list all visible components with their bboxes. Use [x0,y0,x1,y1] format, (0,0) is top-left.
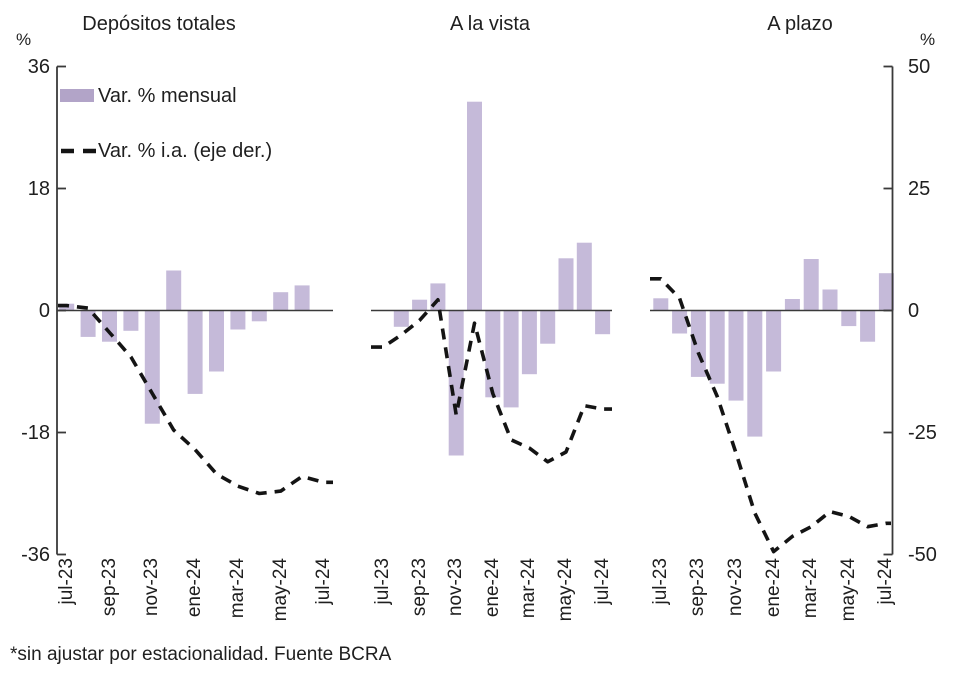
right-axis-tick-25: 25 [908,177,931,200]
bar-abr-24 [540,310,556,344]
bar-jun-24 [294,285,310,311]
bars-a-plazo [653,259,894,437]
bar-nov-23 [144,310,160,424]
bar-nov-23 [728,310,744,401]
bar-may-24 [841,310,857,327]
right-axis-tick-50: 50 [908,55,931,78]
bar-abr-24 [251,310,267,322]
x-tick-panel1-jul-24: jul-24 [312,558,334,605]
bar-ene-24 [766,310,782,372]
left-axis-tick--18: -18 [21,421,50,444]
x-tick-panel2-jul-24: jul-24 [591,558,613,605]
x-tick-panel3-nov-23: nov-23 [725,558,746,617]
bar-jul-24 [878,273,894,311]
bar-sep-23 [690,310,706,377]
bar-dic-23 [747,310,763,437]
bar-nov-23 [448,310,464,456]
left-axis-tick-36: 36 [27,55,50,78]
bars-depósitos-totales [59,270,310,424]
legend-dash-swatch [61,148,99,154]
bar-ene-24 [485,310,501,398]
right-axis-tick-0: 0 [908,299,920,322]
x-tick-panel3-jul-23: jul-23 [649,558,671,605]
bar-ago-23 [80,310,96,337]
bar-mar-24 [803,259,819,311]
x-tick-panel1-sep-23: sep-23 [98,558,120,617]
bar-ene-24 [187,310,203,394]
x-tick-panel3-may-24: may-24 [837,558,859,622]
bar-dic-23 [166,270,182,311]
x-tick-panel1-jul-23: jul-23 [55,558,77,605]
panel-title-a-la-vista: A la vista [449,13,531,35]
x-tick-panel2-jul-23: jul-23 [372,558,393,605]
right-axis-tick--25: -25 [908,421,937,444]
x-tick-panel3-mar-24: mar-24 [800,558,822,619]
bar-feb-24 [503,310,519,408]
bar-feb-24 [784,299,800,311]
bar-feb-24 [209,310,224,372]
x-tick-panel3-ene-24: ene-24 [762,558,784,618]
legend-bar-swatch [60,89,94,102]
x-tick-panel3-sep-23: sep-23 [687,558,709,617]
bar-ago-23 [393,310,409,327]
legend-bar-label: Var. % mensual [98,85,237,107]
left-axis-tick-0: 0 [38,299,50,322]
bar-may-24 [558,258,574,311]
bar-jun-24 [860,310,876,342]
bar-may-24 [273,292,289,311]
bar-sep-23 [412,299,428,311]
x-tick-panel2-ene-24: ene-24 [481,558,503,618]
x-tick-panel1-ene-24: ene-24 [184,558,206,618]
left-axis-tick-18: 18 [27,177,50,200]
left-axis-spine [56,65,66,556]
left-axis-unit: % [16,30,32,49]
x-tick-panel2-may-24: may-24 [555,558,576,622]
panel-title-a-plazo: A plazo [767,13,833,35]
right-axis-tick--50: -50 [908,543,937,566]
legend-line-label: Var. % i.a. (eje der.) [98,140,273,162]
x-tick-panel2-nov-23: nov-23 [445,558,467,617]
x-tick-panel1-mar-24: mar-24 [226,558,248,619]
right-axis-unit: % [920,30,936,49]
bar-mar-24 [521,310,537,375]
bar-sep-23 [102,310,117,342]
panel-title-depositos-totales: Depósitos totales [82,13,236,35]
bars-a-la-vista [393,101,611,456]
left-axis-tick--36: -36 [21,543,50,566]
x-tick-panel2-mar-24: mar-24 [518,558,540,619]
x-tick-panel1-may-24: may-24 [269,558,291,622]
bar-oct-23 [709,310,725,384]
bar-jul-23 [653,298,669,311]
x-tick-panel3-jul-24: jul-24 [875,558,897,605]
bar-ago-23 [672,310,688,334]
bar-abr-24 [822,289,838,311]
right-axis-spine [883,65,894,556]
x-tick-panel2-sep-23: sep-23 [408,558,430,617]
bar-dic-23 [467,101,482,311]
bar-mar-24 [230,310,246,330]
bar-jun-24 [576,242,592,311]
yoy-line-a-la-vista [371,297,612,464]
yoy-line-depósitos-totales [58,303,333,496]
bar-jul-24 [595,310,611,335]
footnote: *sin ajustar por estacionalidad. Fuente … [10,644,392,665]
bar-oct-23 [123,310,139,331]
yoy-line-a-plazo [650,276,891,554]
x-tick-panel1-nov-23: nov-23 [141,558,163,617]
